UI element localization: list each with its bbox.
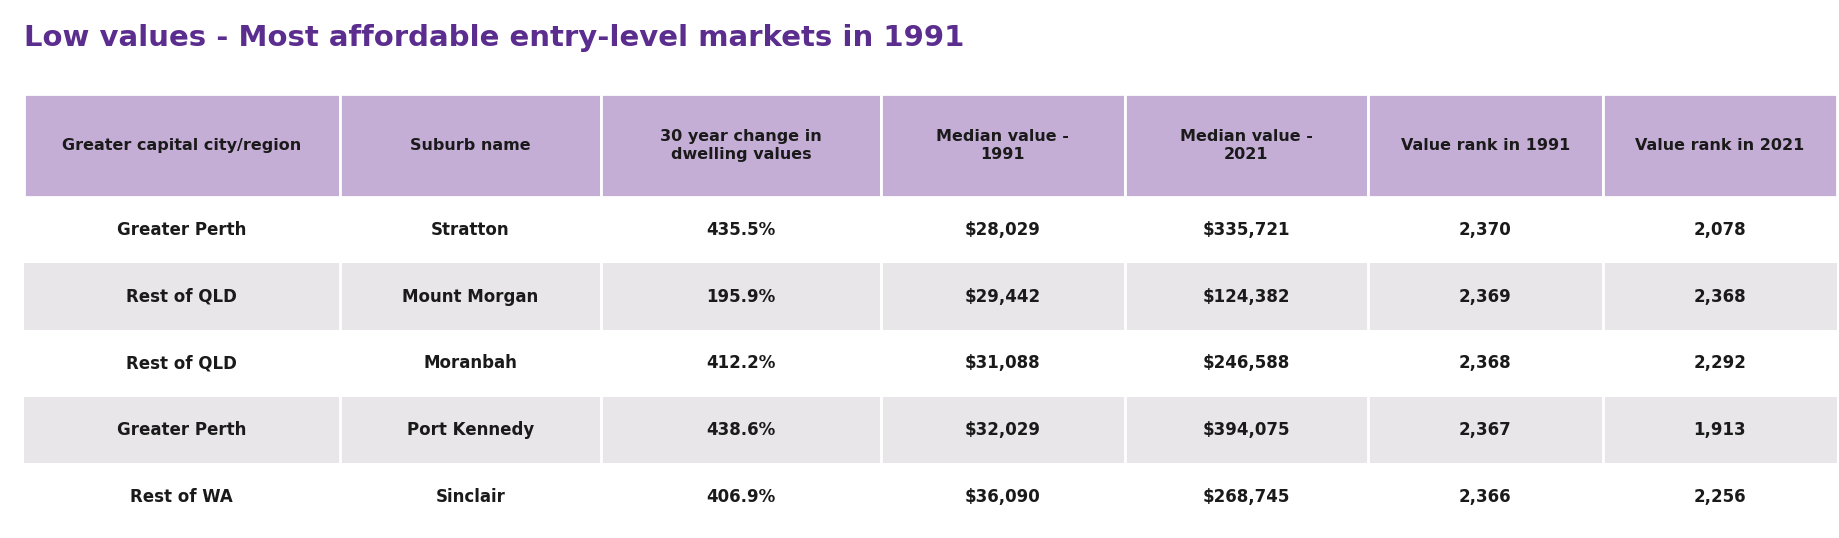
Text: Rest of QLD: Rest of QLD bbox=[127, 354, 237, 372]
Text: 2,368: 2,368 bbox=[1458, 354, 1512, 372]
Text: $394,075: $394,075 bbox=[1203, 421, 1289, 439]
Text: Value rank in 2021: Value rank in 2021 bbox=[1635, 138, 1804, 153]
Text: Sinclair: Sinclair bbox=[436, 487, 506, 506]
Text: 2,292: 2,292 bbox=[1692, 354, 1745, 372]
Text: 435.5%: 435.5% bbox=[706, 221, 776, 239]
Text: Value rank in 1991: Value rank in 1991 bbox=[1399, 138, 1569, 153]
Text: Median value -
2021: Median value - 2021 bbox=[1179, 129, 1311, 161]
Text: $268,745: $268,745 bbox=[1203, 487, 1289, 506]
Text: 2,078: 2,078 bbox=[1692, 221, 1745, 239]
Text: $246,588: $246,588 bbox=[1203, 354, 1289, 372]
Text: 2,369: 2,369 bbox=[1458, 288, 1512, 306]
Text: Rest of QLD: Rest of QLD bbox=[127, 288, 237, 306]
Text: Suburb name: Suburb name bbox=[410, 138, 530, 153]
Text: 2,256: 2,256 bbox=[1692, 487, 1745, 506]
Text: 412.2%: 412.2% bbox=[706, 354, 776, 372]
Text: Rest of WA: Rest of WA bbox=[131, 487, 234, 506]
Text: 406.9%: 406.9% bbox=[706, 487, 776, 506]
Text: 438.6%: 438.6% bbox=[706, 421, 776, 439]
Text: 2,367: 2,367 bbox=[1458, 421, 1512, 439]
Text: $32,029: $32,029 bbox=[964, 421, 1041, 439]
Text: 1,913: 1,913 bbox=[1692, 421, 1745, 439]
Text: Low values - Most affordable entry-level markets in 1991: Low values - Most affordable entry-level… bbox=[24, 24, 964, 52]
Text: $28,029: $28,029 bbox=[964, 221, 1041, 239]
Text: Median value -
1991: Median value - 1991 bbox=[936, 129, 1068, 161]
Text: Moranbah: Moranbah bbox=[423, 354, 517, 372]
Text: Greater capital city/region: Greater capital city/region bbox=[63, 138, 302, 153]
Text: Greater Perth: Greater Perth bbox=[118, 421, 246, 439]
Text: $124,382: $124,382 bbox=[1203, 288, 1289, 306]
Text: 30 year change in
dwelling values: 30 year change in dwelling values bbox=[660, 129, 822, 161]
Text: Port Kennedy: Port Kennedy bbox=[406, 421, 533, 439]
Text: 195.9%: 195.9% bbox=[706, 288, 776, 306]
Text: Mount Morgan: Mount Morgan bbox=[403, 288, 539, 306]
Text: 2,366: 2,366 bbox=[1458, 487, 1512, 506]
Text: $31,088: $31,088 bbox=[964, 354, 1041, 372]
Text: $335,721: $335,721 bbox=[1203, 221, 1289, 239]
Text: 2,370: 2,370 bbox=[1458, 221, 1512, 239]
Text: 2,368: 2,368 bbox=[1692, 288, 1745, 306]
Text: $36,090: $36,090 bbox=[964, 487, 1041, 506]
Text: Greater Perth: Greater Perth bbox=[118, 221, 246, 239]
Text: Stratton: Stratton bbox=[430, 221, 509, 239]
Text: $29,442: $29,442 bbox=[964, 288, 1041, 306]
